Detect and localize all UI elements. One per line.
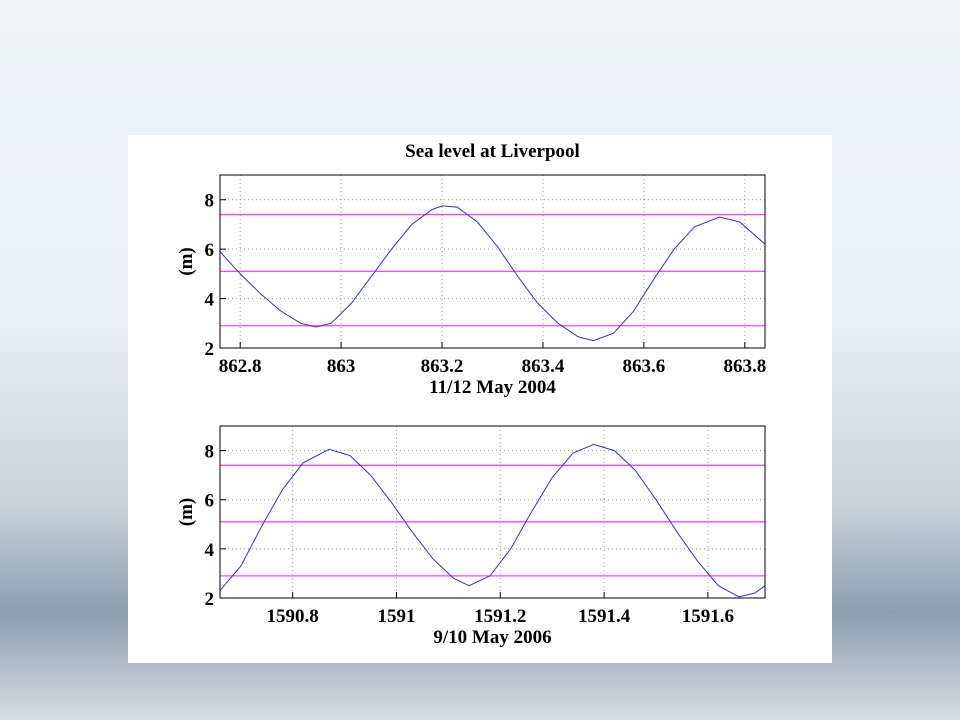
x-tick-label: 863.4 [522,356,565,377]
x-tick-label: 1591.2 [474,606,526,627]
y-axis-label: (m) [176,247,197,275]
y-tick-label: 8 [205,191,215,212]
x-tick-label: 863 [327,356,356,377]
chart-title: Sea level at Liverpool [405,141,580,162]
x-axis-label: 11/12 May 2004 [429,377,556,398]
x-tick-label: 863.6 [623,356,666,377]
y-tick-label: 2 [205,589,215,610]
x-tick-label: 862.8 [219,356,262,377]
y-axis-label: (m) [176,498,197,526]
x-tick-label: 863.8 [723,356,766,377]
x-tick-label: 863.2 [421,356,464,377]
plot-frame [219,174,766,349]
slide-panel [128,135,832,663]
y-tick-label: 6 [205,240,215,261]
x-tick-label: 1591 [377,606,415,627]
plot-frame [219,425,766,599]
x-tick-label: 1591.6 [682,606,734,627]
y-tick-label: 6 [205,491,215,512]
y-tick-label: 2 [205,339,215,360]
data-line [219,443,766,598]
y-tick-label: 4 [205,290,215,311]
x-tick-label: 1591.4 [578,606,631,627]
x-tick-label: 1590.8 [267,606,319,627]
y-tick-label: 4 [205,540,215,561]
y-tick-label: 8 [205,442,215,463]
x-axis-label: 9/10 May 2006 [433,627,551,648]
data-line [219,205,766,342]
